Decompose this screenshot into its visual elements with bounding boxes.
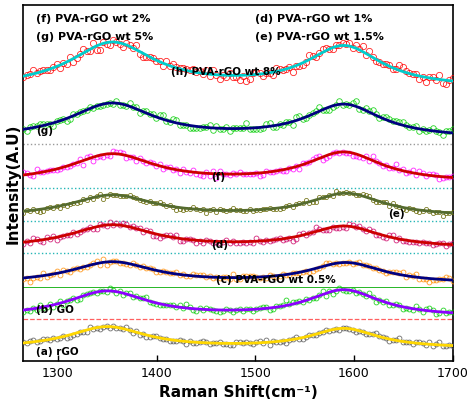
Text: (c) PVA-rGO wt 0.5%: (c) PVA-rGO wt 0.5% <box>216 274 336 284</box>
Text: (d) PVA-rGO wt 1%: (d) PVA-rGO wt 1% <box>255 15 373 24</box>
Text: (e) PVA-rGO wt 1.5%: (e) PVA-rGO wt 1.5% <box>255 32 384 42</box>
X-axis label: Raman Shift(cm⁻¹): Raman Shift(cm⁻¹) <box>158 384 317 399</box>
Text: (g) PVA-rGO wt 5%: (g) PVA-rGO wt 5% <box>36 32 154 42</box>
Y-axis label: Intensity(A.U): Intensity(A.U) <box>6 123 20 243</box>
Text: (g): (g) <box>36 126 53 136</box>
Text: (e): (e) <box>388 209 405 218</box>
Text: (f) PVA-rGO wt 2%: (f) PVA-rGO wt 2% <box>36 15 151 24</box>
Text: (h) PVA-rGO wt 8%: (h) PVA-rGO wt 8% <box>171 67 281 77</box>
Text: (f): (f) <box>211 172 225 181</box>
Text: (d): (d) <box>211 240 228 249</box>
Text: (a) rGO: (a) rGO <box>36 347 79 356</box>
Text: (b) GO: (b) GO <box>36 304 74 314</box>
